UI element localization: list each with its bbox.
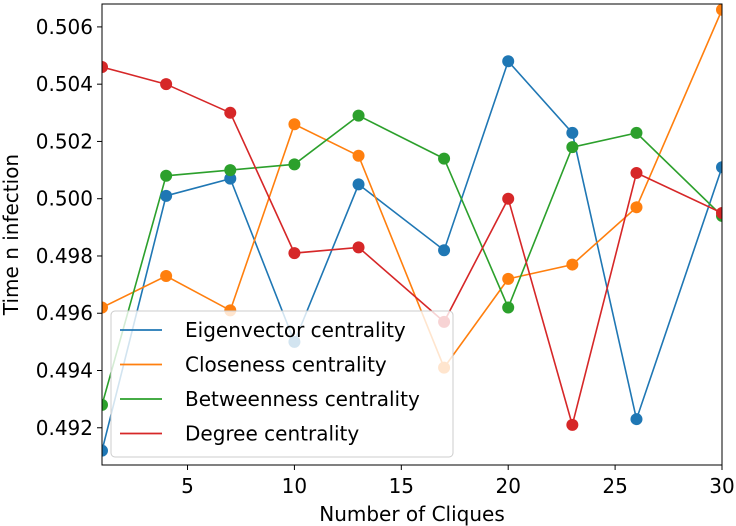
series-1-point bbox=[288, 118, 301, 131]
series-3-point bbox=[566, 418, 579, 431]
series-2-point bbox=[502, 301, 515, 314]
legend-entry: Eigenvector centrality bbox=[185, 318, 406, 342]
y-tick-label: 0.496 bbox=[36, 301, 93, 325]
x-tick-label: 25 bbox=[602, 474, 627, 498]
x-tick-label: 10 bbox=[282, 474, 307, 498]
series-3-point bbox=[102, 60, 108, 73]
series-0-point bbox=[502, 55, 515, 68]
y-tick-label: 0.500 bbox=[36, 187, 93, 211]
series-0-point bbox=[438, 244, 451, 257]
y-tick-label: 0.506 bbox=[36, 15, 93, 39]
y-axis-label: Time n infection bbox=[0, 154, 23, 316]
series-0-point bbox=[160, 189, 173, 202]
series-3-point bbox=[288, 247, 301, 260]
series-markers bbox=[102, 4, 722, 457]
series-0-point bbox=[224, 172, 237, 185]
x-tick-label: 5 bbox=[181, 474, 194, 498]
series-0-point bbox=[352, 178, 365, 191]
legend: Eigenvector centrality Closeness centrali… bbox=[110, 310, 454, 458]
series-0-point bbox=[102, 444, 108, 457]
series-2-point bbox=[224, 164, 237, 177]
series-1-point bbox=[566, 258, 579, 271]
legend-entry: Closeness centrality bbox=[185, 353, 387, 377]
series-2-point bbox=[438, 152, 451, 165]
series-2-point bbox=[102, 398, 108, 411]
series-2-point bbox=[160, 169, 173, 182]
series-line-3 bbox=[102, 66, 722, 428]
series-line-1 bbox=[102, 9, 722, 370]
y-tick-label: 0.498 bbox=[36, 244, 93, 268]
series-line-2 bbox=[102, 114, 722, 406]
series-3-point bbox=[502, 192, 515, 205]
series-1-point bbox=[502, 272, 515, 285]
legend-entry: Degree centrality bbox=[185, 422, 359, 446]
series-2-point bbox=[352, 109, 365, 122]
series-2-point bbox=[288, 158, 301, 171]
series-3-point bbox=[716, 207, 722, 220]
series-0-point bbox=[716, 161, 722, 174]
legend-entry: Betweenness centrality bbox=[185, 387, 420, 411]
x-axis-label: Number of Cliques bbox=[319, 502, 505, 526]
y-tick-label: 0.504 bbox=[36, 72, 93, 96]
series-1-point bbox=[630, 201, 643, 214]
plot-frame bbox=[101, 3, 723, 466]
series-0-point bbox=[630, 413, 643, 426]
series-1-point bbox=[102, 301, 108, 314]
series-lines bbox=[102, 9, 722, 451]
series-3-point bbox=[352, 241, 365, 254]
series-1-point bbox=[716, 4, 722, 16]
x-tick-label: 30 bbox=[709, 474, 734, 498]
y-axis-ticks: 0.492 0.494 0.496 0.498 0.500 0.502 0.504 0.506 bbox=[36, 15, 102, 440]
legend-box bbox=[110, 310, 454, 458]
series-1-point bbox=[352, 149, 365, 162]
series-2-point bbox=[566, 141, 579, 154]
series-3-point bbox=[160, 78, 173, 91]
x-tick-label: 15 bbox=[389, 474, 414, 498]
series-3-point bbox=[224, 106, 237, 119]
series-3-point bbox=[630, 166, 643, 179]
series-line-0 bbox=[102, 59, 722, 451]
series-2-point bbox=[630, 126, 643, 139]
x-tick-label: 20 bbox=[495, 474, 520, 498]
y-tick-label: 0.502 bbox=[36, 129, 93, 153]
series-1-point bbox=[160, 270, 173, 283]
x-axis-ticks: 5 10 15 20 25 30 bbox=[181, 465, 735, 498]
y-tick-label: 0.492 bbox=[36, 416, 93, 440]
y-tick-label: 0.494 bbox=[36, 359, 93, 383]
series-0-point bbox=[566, 126, 579, 139]
